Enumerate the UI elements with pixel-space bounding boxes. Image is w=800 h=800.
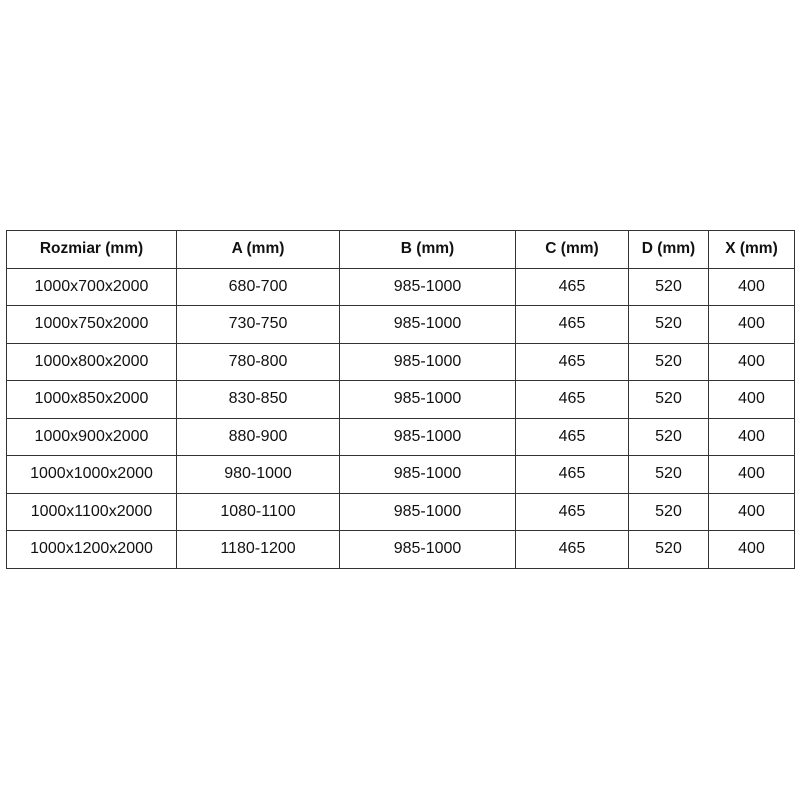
table-cell: 985-1000 [339,342,516,381]
table-cell: 465 [515,417,629,456]
table-cell: 880-900 [176,417,340,456]
column-header: A (mm) [176,230,340,269]
table-cell: 1000x1100x2000 [6,492,177,531]
table-cell: 985-1000 [339,417,516,456]
table-cell: 400 [708,267,795,306]
table-cell: 1180-1200 [176,530,340,569]
table-cell: 520 [628,267,709,306]
table-cell: 465 [515,455,629,494]
table-row: 1000x900x2000 880-900 985-1000 465 520 400 [6,417,795,456]
table-cell: 985-1000 [339,455,516,494]
table-cell: 1000x850x2000 [6,380,177,419]
table-row: 1000x1100x2000 1080-1100 985-1000 465 520 400 [6,492,795,531]
column-header: D (mm) [628,230,709,269]
table-cell: 830-850 [176,380,340,419]
table-cell: 985-1000 [339,305,516,344]
table-row: 1000x1200x2000 1180-1200 985-1000 465 520 400 [6,530,795,569]
table-cell: 730-750 [176,305,340,344]
table-cell: 465 [515,492,629,531]
table-cell: 1000x750x2000 [6,305,177,344]
table-cell: 1080-1100 [176,492,340,531]
table-row: 1000x750x2000 730-750 985-1000 465 520 400 [6,305,795,344]
table-row: 1000x1000x2000 980-1000 985-1000 465 520 400 [6,455,795,494]
table-cell: 520 [628,380,709,419]
table-cell: 1000x1000x2000 [6,455,177,494]
table-cell: 520 [628,530,709,569]
column-header: C (mm) [515,230,629,269]
table-cell: 1000x1200x2000 [6,530,177,569]
table-cell: 985-1000 [339,530,516,569]
table-cell: 520 [628,305,709,344]
table-cell: 465 [515,342,629,381]
table-cell: 400 [708,305,795,344]
table-cell: 465 [515,530,629,569]
table-row: 1000x800x2000 780-800 985-1000 465 520 400 [6,342,795,381]
column-header: X (mm) [708,230,795,269]
dimensions-table: Rozmiar (mm) A (mm) B (mm) C (mm) D (mm) X (m… [6,230,795,569]
table-cell: 400 [708,417,795,456]
table-cell: 680-700 [176,267,340,306]
table-cell: 980-1000 [176,455,340,494]
column-header: Rozmiar (mm) [6,230,177,269]
table-cell: 985-1000 [339,380,516,419]
table-cell: 400 [708,530,795,569]
table-cell: 985-1000 [339,492,516,531]
table-row: 1000x850x2000 830-850 985-1000 465 520 400 [6,380,795,419]
header-row: Rozmiar (mm) A (mm) B (mm) C (mm) D (mm) X (m… [6,230,795,269]
table-cell: 985-1000 [339,267,516,306]
table-cell: 465 [515,267,629,306]
table-cell: 400 [708,492,795,531]
table-cell: 1000x900x2000 [6,417,177,456]
table-cell: 465 [515,380,629,419]
table-cell: 400 [708,455,795,494]
table-row: 1000x700x2000 680-700 985-1000 465 520 400 [6,267,795,306]
table-cell: 520 [628,342,709,381]
table-cell: 520 [628,455,709,494]
table-cell: 400 [708,380,795,419]
table-cell: 520 [628,492,709,531]
table-cell: 1000x700x2000 [6,267,177,306]
table-cell: 400 [708,342,795,381]
table-cell: 780-800 [176,342,340,381]
table-cell: 520 [628,417,709,456]
table-cell: 1000x800x2000 [6,342,177,381]
column-header: B (mm) [339,230,516,269]
table-cell: 465 [515,305,629,344]
